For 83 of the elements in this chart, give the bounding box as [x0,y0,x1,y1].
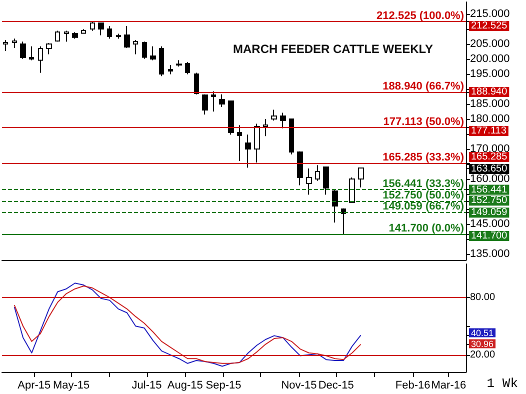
ref-line-label: 212.525 (100.0%) [376,10,464,22]
y-tick-label: 135.000 [470,248,510,260]
y-tick-label: 20.00 [470,349,496,360]
candlestick [358,167,364,188]
candlestick [98,22,104,36]
candlestick [150,46,156,61]
y-tick-label: 180.000 [470,113,510,125]
y-tick-label: 163.650 [471,164,508,174]
candlestick [194,72,199,95]
y-tick-label: 165.285 [471,152,508,162]
y-tick-label: 188.940 [471,86,508,98]
candlestick [297,150,303,186]
candlestick [245,134,251,168]
candlestick [332,190,338,223]
y-tick-label: 145.000 [470,218,510,230]
candlestick [72,32,78,40]
candlestick [159,46,164,77]
y-tick-label: 177.113 [471,126,507,136]
y-tick-label: 40.51 [471,328,494,338]
x-tick-label: Dec-15 [318,380,354,392]
candlestick [263,118,268,137]
ref-line-label: 141.700 (0.0%) [388,222,464,234]
candlestick [237,124,242,162]
ref-line-label: 149.059 (66.7%) [382,200,464,212]
text: MARCH FEEDER CATTLE WEEKLY [233,42,434,56]
y-tick-label: 205.000 [470,38,510,50]
candlestick [12,38,17,48]
candlestick [323,166,329,196]
y-tick-label: 215.000 [470,8,510,20]
y-tick-label: 152.750 [471,195,508,206]
ref-line-label: 188.940 (66.7%) [382,80,464,93]
candlestick [124,26,130,48]
ref-line-label: 177.113 (50.0%) [383,116,464,128]
candlestick [202,94,208,115]
x-tick-label: Mar-16 [431,380,466,392]
candlestick [20,41,26,60]
candlestick [306,168,312,196]
candlestick [176,60,182,67]
x-tick-label: Aug-15 [167,380,203,392]
y-tick-label: 160.000 [470,173,510,185]
x-tick-label: Sep-15 [206,380,242,392]
y-tick-label: 185.000 [470,98,510,110]
candlestick [341,208,346,234]
x-tick-label: Nov-15 [281,380,317,392]
candlestick [64,30,69,42]
x-tick-label: May-15 [52,380,90,392]
candlestick [254,123,260,163]
candlestick [3,40,8,52]
x-tick-label: Feb-16 [395,380,430,392]
x-tick-label: Jul-15 [132,380,162,392]
candlestick [133,40,138,55]
candlestick [29,46,34,61]
candlestick [46,42,52,55]
candlestick [228,100,234,136]
candlestick [349,177,355,203]
ref-line-label: 152.750 (50.0%) [382,189,464,202]
y-tick-label: 30.96 [471,338,494,349]
candlestick [90,21,95,32]
ref-line-label: 156.441 (33.3%) [382,178,464,190]
ref-line-label: 165.285 (33.3%) [382,152,464,164]
candlestick [185,62,190,75]
y-tick-label: 141.700 [471,230,508,242]
candlestick [142,41,147,60]
y-tick-label: 212.525 [471,20,508,32]
candlestick [38,46,43,74]
candlestick [81,28,86,34]
y-tick-label: 80.00 [470,292,496,303]
candlestick [315,164,320,182]
candlestick [271,109,277,121]
candlestick [107,26,112,40]
candlestick [280,112,286,129]
y-tick-label: 156.441 [471,184,508,196]
candlestick [116,33,121,40]
candlestick [168,64,173,75]
text: 1 Wk [486,376,518,391]
candlestick [211,90,216,112]
y-tick-label: 200.000 [470,53,510,65]
candlestick [219,94,225,108]
candlestick [55,30,60,42]
y-tick-label: 149.059 [471,207,508,218]
x-tick-label: Apr-15 [18,380,51,392]
candlestick [289,118,294,155]
y-tick-label: 195.000 [470,68,510,80]
